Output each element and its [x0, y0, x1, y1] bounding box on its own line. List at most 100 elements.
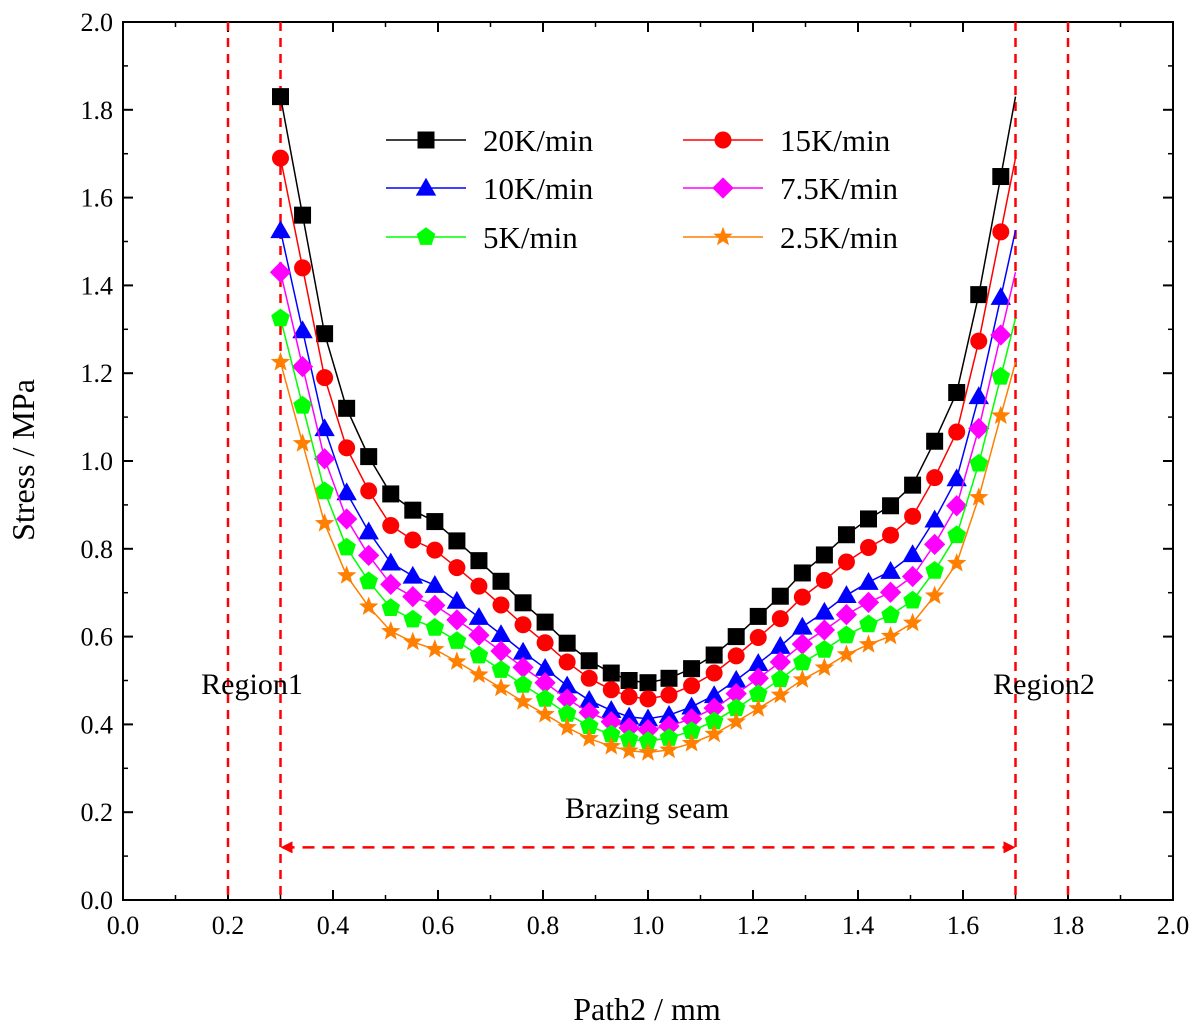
data-point — [859, 614, 878, 633]
data-point — [558, 653, 576, 671]
data-point — [637, 719, 659, 741]
annotations-layer: Region1 Region2 Brazing seam — [201, 668, 1095, 825]
series-10k-min — [270, 220, 1017, 727]
data-point — [556, 688, 578, 710]
data-point — [902, 544, 923, 563]
data-point — [858, 571, 879, 590]
data-point — [726, 711, 746, 730]
data-point — [882, 497, 900, 515]
data-point — [272, 88, 289, 106]
legend-label: 20K/min — [483, 123, 594, 158]
data-point — [637, 708, 659, 727]
data-point — [925, 561, 944, 579]
data-point — [681, 696, 702, 715]
series-20k-min — [272, 88, 1017, 692]
data-point — [638, 731, 658, 749]
data-point — [727, 647, 745, 665]
series-line — [279, 230, 1017, 720]
data-point — [659, 739, 679, 759]
data-point — [990, 287, 1011, 305]
data-point — [402, 586, 424, 608]
data-point — [860, 510, 877, 528]
region2-label: Region2 — [993, 668, 1095, 701]
data-point — [313, 448, 336, 470]
data-point — [315, 481, 334, 500]
data-point — [992, 168, 1010, 186]
legend-item: 7.5K/min — [683, 171, 898, 206]
data-point — [359, 571, 378, 590]
data-point — [336, 482, 357, 501]
data-point — [513, 675, 533, 693]
data-point — [382, 485, 400, 503]
data-point — [970, 332, 988, 350]
data-point — [336, 508, 358, 530]
legend-marker — [416, 227, 436, 245]
data-point — [380, 552, 401, 571]
data-point — [337, 537, 356, 556]
data-point — [291, 355, 314, 378]
legend-item: 15K/min — [683, 123, 891, 158]
data-point — [638, 742, 658, 761]
data-point — [705, 646, 723, 664]
data-point — [294, 206, 312, 224]
data-point — [814, 657, 835, 676]
data-point — [381, 621, 401, 640]
data-point — [424, 594, 446, 617]
data-point — [835, 604, 858, 626]
guides-layer — [226, 22, 1070, 900]
data-point — [771, 669, 790, 688]
data-point — [600, 711, 622, 733]
data-point — [791, 633, 813, 655]
y-tick-label: 2.0 — [81, 8, 114, 37]
x-tick-label: 1.0 — [632, 911, 665, 940]
data-point — [316, 369, 334, 387]
legend-marker — [415, 177, 437, 196]
data-point — [902, 612, 923, 632]
data-point — [557, 704, 577, 722]
legend-item: 2.5K/min — [683, 220, 898, 255]
y-tick-label: 0.4 — [81, 710, 114, 739]
data-point — [904, 507, 922, 525]
data-point — [658, 715, 680, 737]
data-point — [314, 418, 335, 437]
y-tick-label: 0.8 — [81, 535, 114, 564]
data-point — [924, 509, 945, 528]
data-point — [602, 664, 620, 682]
x-tick-label: 0.8 — [527, 911, 560, 940]
data-point — [578, 701, 600, 724]
data-point — [360, 448, 378, 466]
x-tick-label: 0.4 — [317, 911, 350, 940]
series-7-5k-min — [269, 261, 1017, 741]
data-point — [601, 736, 621, 755]
data-point — [536, 613, 554, 631]
data-point — [602, 724, 621, 743]
data-point — [556, 675, 578, 694]
data-point — [726, 669, 747, 688]
data-point — [492, 596, 510, 614]
data-point — [881, 605, 900, 623]
data-point — [793, 652, 812, 671]
data-point — [815, 640, 834, 658]
data-point — [618, 706, 640, 725]
series-5k-min — [271, 308, 1017, 749]
data-point — [924, 533, 946, 556]
data-point — [470, 577, 488, 595]
data-point — [469, 645, 489, 664]
data-point — [792, 669, 813, 688]
data-point — [535, 689, 555, 707]
x-tick-label: 0.2 — [212, 911, 245, 940]
data-point — [858, 634, 879, 653]
data-point — [771, 610, 789, 628]
legend-item: 20K/min — [386, 123, 594, 158]
x-tick-label: 0.6 — [422, 911, 455, 940]
legend-label: 7.5K/min — [780, 171, 898, 206]
data-point — [534, 658, 556, 676]
x-axis-title: Path2 / mm — [573, 991, 721, 1027]
series-layer — [269, 88, 1017, 761]
data-point — [792, 616, 813, 635]
x-tick-label: 2.0 — [1157, 911, 1190, 940]
data-point — [403, 609, 423, 628]
data-point — [513, 691, 533, 710]
data-point — [681, 733, 702, 752]
